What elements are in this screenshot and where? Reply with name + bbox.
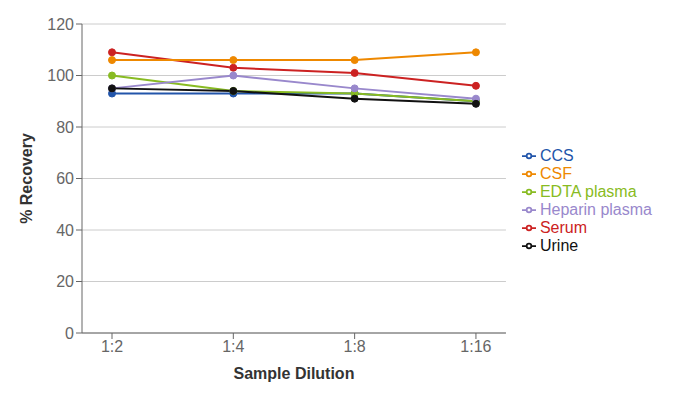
html-text:Heparin plasma: Heparin plasma	[539, 200, 652, 218]
svg-text:40: 40	[56, 222, 74, 239]
html-text:CSF: CSF	[539, 164, 572, 182]
html-text:Urine: Urine	[539, 236, 579, 254]
svg-text:1:4: 1:4	[222, 338, 244, 355]
html-text:EDTA plasma: EDTA plasma	[539, 182, 637, 200]
svg-text:1:8: 1:8	[344, 338, 366, 355]
svg-text:1:2: 1:2	[101, 338, 123, 355]
svg-text:1:16: 1:16	[460, 338, 491, 355]
svg-text:120: 120	[47, 16, 74, 33]
svg-text:80: 80	[56, 119, 74, 136]
html-text:CCS: CCS	[539, 146, 574, 164]
svg-text:Sample Dilution: Sample Dilution	[234, 365, 355, 382]
svg-text:0: 0	[65, 325, 74, 342]
svg-text:100: 100	[47, 67, 74, 84]
html-text:Serum: Serum	[539, 218, 588, 236]
svg-text:% Recovery: % Recovery	[18, 133, 35, 224]
svg-text:60: 60	[56, 170, 74, 187]
svg-text:20: 20	[56, 273, 74, 290]
